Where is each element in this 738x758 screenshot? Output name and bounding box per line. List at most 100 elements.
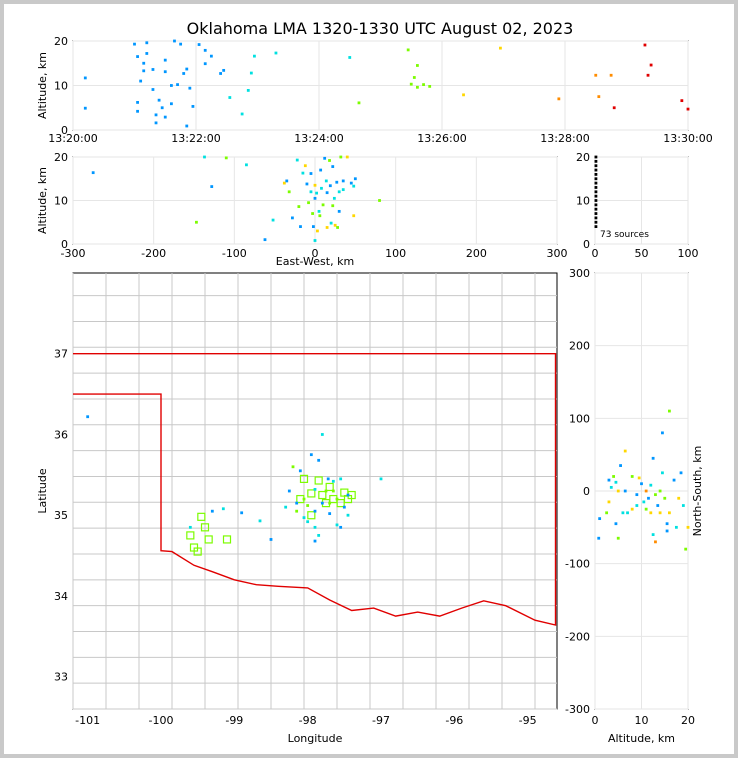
altitude-time-point (406, 48, 410, 52)
map-source-point (346, 493, 350, 497)
altitude-time-point (151, 68, 155, 71)
altitude-ew-point (329, 221, 333, 225)
altitude-time-point (163, 58, 167, 62)
altitude-time-point (686, 107, 690, 111)
lma-station-marker (307, 489, 316, 498)
altitude-time-point (185, 124, 189, 128)
map-source-point (295, 501, 299, 505)
altitude-time-point (163, 115, 167, 119)
ns-altitude-y-tick-label: -200 (565, 630, 590, 643)
ns-altitude-point (607, 478, 611, 482)
ns-altitude-point (674, 525, 678, 529)
altitude-time-y-tick-label: 0 (61, 124, 68, 137)
altitude-ew-point (285, 179, 289, 183)
histogram-bar (594, 173, 598, 176)
map-source-point (86, 415, 90, 419)
data-marks (83, 39, 690, 556)
altitude-time-point (643, 43, 647, 47)
map-x-tick-label: -96 (445, 714, 463, 727)
altitude-time-point (597, 95, 601, 99)
histogram-bar (594, 159, 598, 163)
ns-altitude-point (661, 471, 664, 475)
altitude-time-point (416, 85, 419, 89)
ns-altitude-point (644, 507, 648, 511)
altitude-ew-point (335, 180, 339, 184)
map-source-point (221, 507, 225, 511)
map-x-tick-label: -95 (519, 714, 537, 727)
altitude-ew-point (195, 220, 198, 224)
map-source-point (320, 501, 324, 505)
altitude-time-x-tick-label: 13:24:00 (294, 132, 343, 145)
altitude-time-point (145, 41, 149, 45)
altitude-ew-y-tick-label: 10 (54, 195, 68, 208)
map-x-tick-label: -98 (299, 714, 317, 727)
altitude-ew-point (341, 179, 345, 183)
altitude-time-point (253, 54, 256, 58)
map-source-point (313, 487, 317, 491)
histogram-bar (594, 212, 598, 215)
altitude-ew-point (307, 201, 310, 205)
map-source-point (317, 458, 321, 462)
map-x-tick-label: -101 (75, 714, 100, 727)
ns-altitude-point (614, 480, 618, 484)
ns-altitude-point (635, 504, 639, 507)
map-source-point (302, 516, 306, 520)
ns-altitude-point (654, 540, 657, 544)
map-source-point (317, 534, 321, 537)
altitude-ew-point (203, 155, 206, 159)
axis-text: 13:20:00 13:22:00 13:24:00 13:26:00 13:28:00… (36, 35, 713, 745)
altitude-time-point (160, 106, 164, 110)
altitude-time-point (219, 72, 222, 75)
altitude-time-y-axis-label: Altitude, km (36, 52, 49, 119)
altitude-ew-point (299, 225, 302, 228)
altitude-ew-point (313, 183, 317, 187)
altitude-time-point (197, 43, 201, 46)
map-y-tick-label: 36 (54, 428, 68, 441)
altitude-ew-point (324, 179, 328, 183)
map-x-tick-label: -100 (149, 714, 174, 727)
lma-station-marker (325, 482, 334, 492)
ns-altitude-point (616, 489, 620, 493)
altitude-time-point (133, 42, 136, 46)
altitude-ew-point (337, 209, 341, 213)
map-source-point (287, 489, 291, 493)
ns-altitude-point (658, 489, 662, 493)
altitude-ew-y-axis-label: Altitude, km (36, 167, 49, 234)
altitude-ew-y-tick-label: 20 (54, 151, 68, 164)
lma-station-marker (222, 535, 232, 544)
lma-station-marker (186, 531, 195, 540)
ns-altitude-point (668, 409, 671, 413)
altitude-ew-x-tick-label: -100 (222, 247, 247, 260)
altitude-time-point (246, 88, 250, 92)
histogram-bar (594, 168, 598, 172)
map-x-tick-label: -99 (225, 714, 243, 727)
ns-altitude-point (665, 529, 669, 533)
altitude-time-x-tick-label: 13:20:00 (48, 132, 97, 145)
lma-station-marker (307, 511, 316, 520)
figure-title: Oklahoma LMA 1320-1330 UTC August 02, 20… (187, 19, 574, 38)
ns-altitude-y-tick-label: -100 (565, 558, 590, 571)
altitude-time-point (173, 39, 176, 43)
altitude-ew-point (263, 238, 267, 242)
altitude-ew-point (313, 239, 317, 242)
altitude-time-point (157, 98, 161, 102)
ns-altitude-x-axis-label: Altitude, km (608, 732, 675, 745)
histogram-x-tick-label: 50 (635, 247, 649, 260)
altitude-ew-x-tick-label: -200 (141, 247, 166, 260)
altitude-ew-point (291, 216, 294, 220)
map-source-point (240, 511, 244, 515)
ns-altitude-point (597, 536, 601, 540)
ns-altitude-y-tick-label: 200 (569, 340, 590, 353)
map-source-point (309, 453, 313, 457)
histogram-bar (594, 216, 598, 220)
altitude-ew-point (328, 184, 332, 188)
altitude-time-point (609, 73, 613, 77)
altitude-ew-y-tick-label: 0 (61, 238, 68, 251)
altitude-time-y-tick-label: 20 (54, 35, 68, 48)
ns-altitude-point (651, 533, 655, 536)
map-source-point (335, 497, 339, 501)
altitude-time-point (154, 121, 158, 125)
ns-altitude-y-axis-label: North-South, km (691, 446, 704, 537)
altitude-time-point (240, 112, 244, 116)
